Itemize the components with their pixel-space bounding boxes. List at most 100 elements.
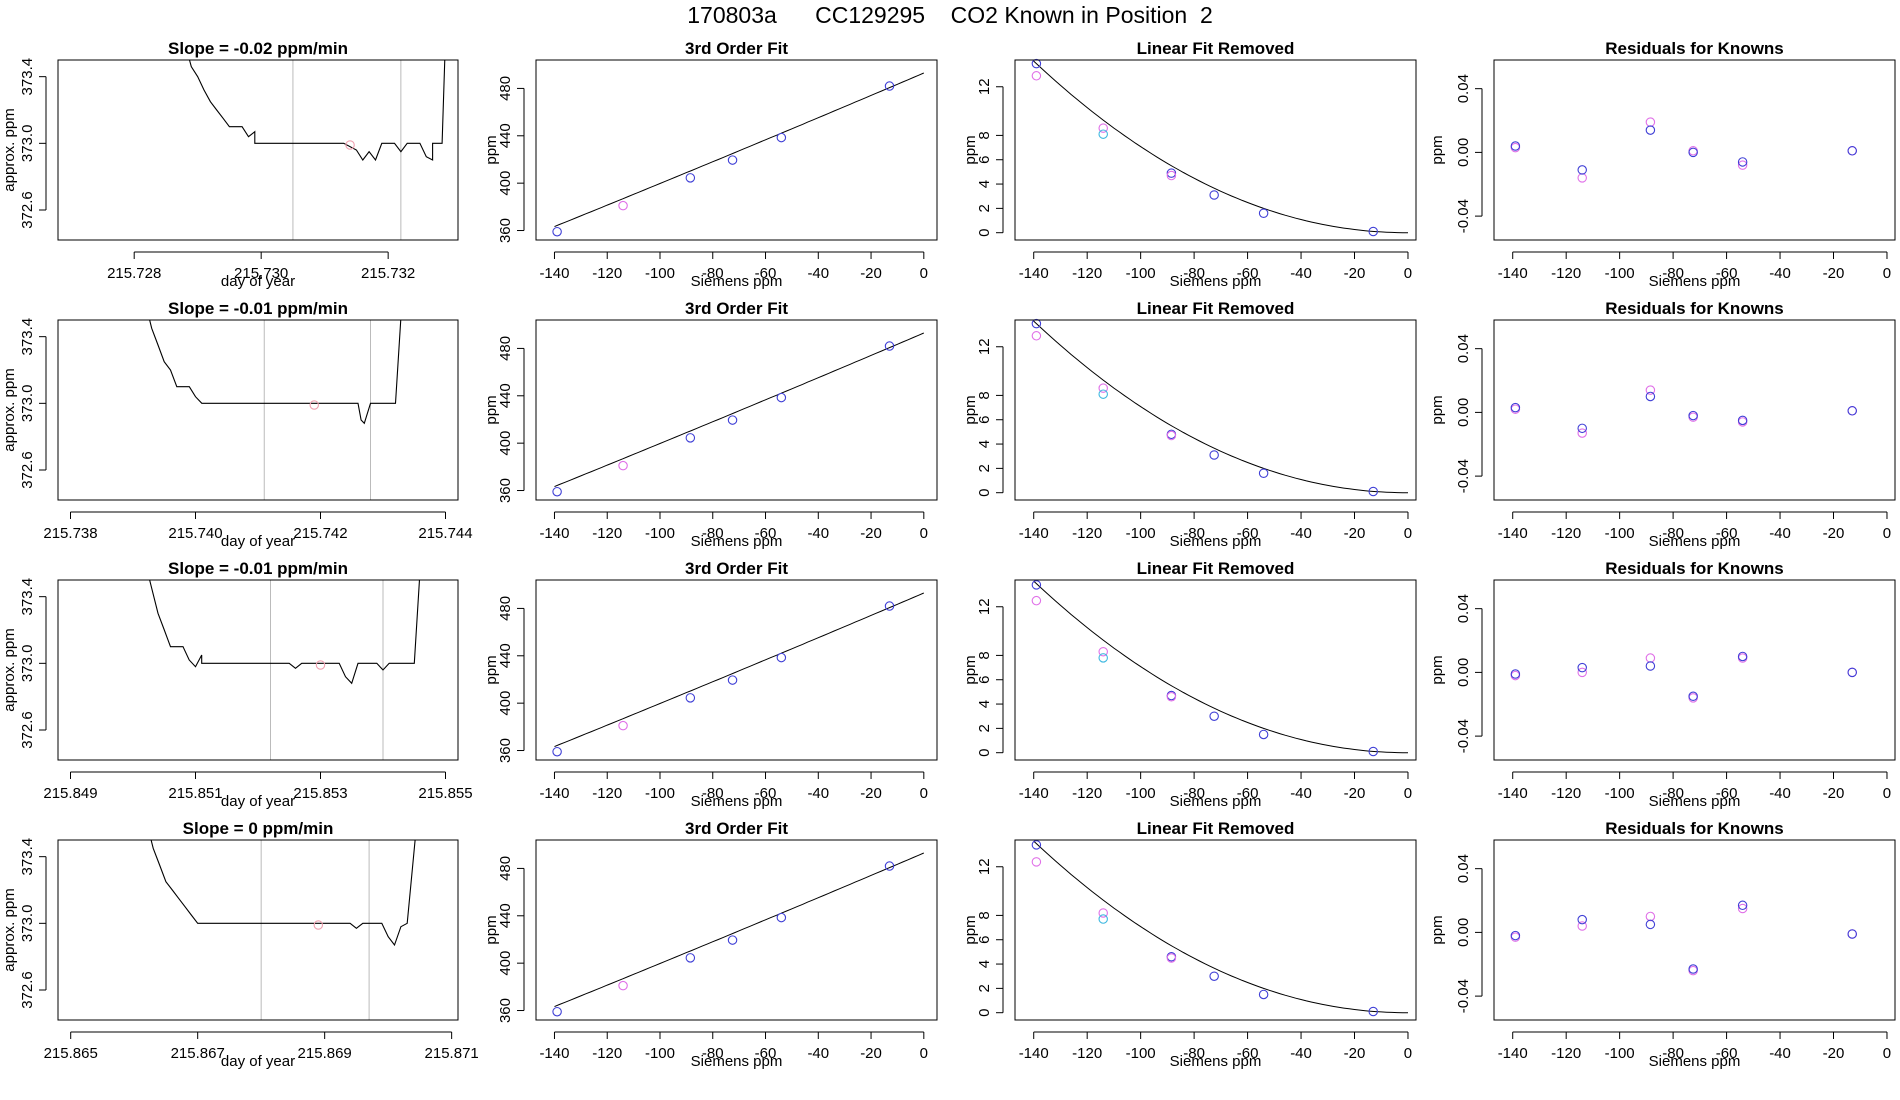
residual-panel: -140 -120 -100 -80 -60 -40 -20 0 -0.04 0.00 0.04 Re… [1429,299,1896,550]
fit-xtick-label: 0 [920,785,928,802]
residual-xtick-label: -80 [1662,525,1684,542]
x-axis-label: Siemens ppm [691,533,783,550]
fit-xtick-label: -20 [860,1045,882,1062]
residual-point [1688,691,1698,702]
trace-ytick-label: 372.6 [19,971,36,1009]
x-axis-label: day of year [221,793,295,810]
trace-ytick-label: 373.4 [19,58,36,96]
linear-xtick-label: -60 [1237,265,1259,282]
known-point [1031,71,1042,81]
y-axis-label: ppm [1429,395,1446,424]
y-axis-label: ppm [962,915,979,944]
residual-point [1688,147,1698,158]
linear-xtick-label: 0 [1404,525,1412,542]
linear-ytick-label: 6 [976,156,993,164]
residual-point [1645,391,1656,402]
fit-ytick-label: 360 [497,738,514,763]
panel-title: 3rd Order Fit [685,39,788,58]
x-axis-label: Siemens ppm [1170,273,1262,290]
linear-xtick-label: -20 [1344,1045,1366,1062]
known-point [618,200,628,211]
fit-xtick-label: -100 [645,265,675,282]
known-point [685,693,696,703]
linear-xtick-label: 0 [1404,265,1412,282]
y-axis-label: ppm [483,395,500,424]
plot-frame [57,839,459,1021]
linear-xtick-label: -60 [1237,525,1259,542]
known-point [1166,170,1177,181]
known-point [1098,914,1108,924]
residual-ytick-label: 0.04 [1455,594,1472,623]
known-point [884,81,895,91]
residual-xtick-label: -120 [1551,525,1581,542]
residual-xtick-label: -140 [1498,525,1528,542]
trace-xtick-label: 215.740 [168,525,222,542]
linear-ytick-label: 4 [976,180,993,188]
y-axis-label: ppm [1429,915,1446,944]
residual-xtick-label: -120 [1551,1045,1581,1062]
trace-xtick-label: 215.742 [293,525,347,542]
residual-point [1645,117,1656,127]
linear-ytick-label: 2 [976,984,993,992]
known-point [552,746,562,757]
fit-xtick-label: -40 [807,785,829,802]
known-point [884,341,895,351]
fit-xtick-label: -120 [592,525,622,542]
linear-xtick-label: -20 [1344,265,1366,282]
residual-xtick-label: 0 [1883,1045,1891,1062]
linear-xtick-label: -120 [1072,1045,1102,1062]
linear-xtick-label: -40 [1290,525,1312,542]
known-point [727,155,738,165]
fit-xtick-label: 0 [920,1045,928,1062]
known-point [685,173,696,183]
y-axis-label: ppm [483,655,500,684]
trace-xtick-label: 215.738 [43,525,97,542]
fit-ytick-label: 480 [497,336,514,361]
residual-ytick-label: 0.04 [1455,854,1472,883]
fit-xtick-label: 0 [920,525,928,542]
known-point [776,392,787,403]
y-axis-label: ppm [962,395,979,424]
linear-xtick-label: -140 [1019,525,1049,542]
trace-xtick-label: 215.732 [361,265,415,282]
residual-panel: -140 -120 -100 -80 -60 -40 -20 0 -0.04 0.00 0.04 Re… [1429,39,1896,290]
fit-ytick-label: 360 [497,478,514,503]
slope-title: Slope = -0.01 ppm/min [168,559,348,578]
fit-xtick-label: -60 [755,265,777,282]
plot-frame [1493,839,1896,1021]
fit-ytick-label: 480 [497,596,514,621]
known-point [1031,857,1042,867]
fit-xtick-label: -80 [702,265,724,282]
residual-xtick-label: -20 [1823,265,1845,282]
known-point [1209,450,1219,460]
linear-xtick-label: -80 [1183,525,1205,542]
fit-xtick-label: -20 [860,265,882,282]
x-axis-label: Siemens ppm [691,1053,783,1070]
trace-xtick-label: 215.849 [43,785,97,802]
residual-xtick-label: -60 [1716,785,1738,802]
trace-xtick-label: 215.865 [44,1045,98,1062]
residual-curve [1033,60,1408,234]
plot-frame [1493,579,1896,761]
known-point [1258,989,1269,1000]
residual-panel: -140 -120 -100 -80 -60 -40 -20 0 -0.04 0.00 0.04 Re… [1429,819,1896,1070]
known-point [1031,840,1042,850]
known-point [776,652,787,663]
linear-ytick-label: 6 [976,416,993,424]
trace-xtick-label: 215.869 [298,1045,352,1062]
trace-ytick-label: 372.6 [19,711,36,749]
residual-xtick-label: 0 [1883,265,1891,282]
linear-xtick-label: -100 [1126,785,1156,802]
residual-ytick-label: 0.04 [1455,74,1472,103]
known-point [1258,468,1269,478]
linear-xtick-label: 0 [1404,1045,1412,1062]
known-point [1166,692,1177,702]
y-axis-label: ppm [483,135,500,164]
residual-ytick-label: -0.04 [1455,199,1472,233]
panel-title: 3rd Order Fit [685,559,788,578]
residual-point [1577,165,1587,175]
panel-title: Linear Fit Removed [1137,559,1295,578]
known-point [1258,729,1269,740]
known-point [884,601,895,611]
fit-panel: -140 -120 -100 -80 -60 -40 -20 0 360 400 440 480 3rd… [483,559,938,810]
